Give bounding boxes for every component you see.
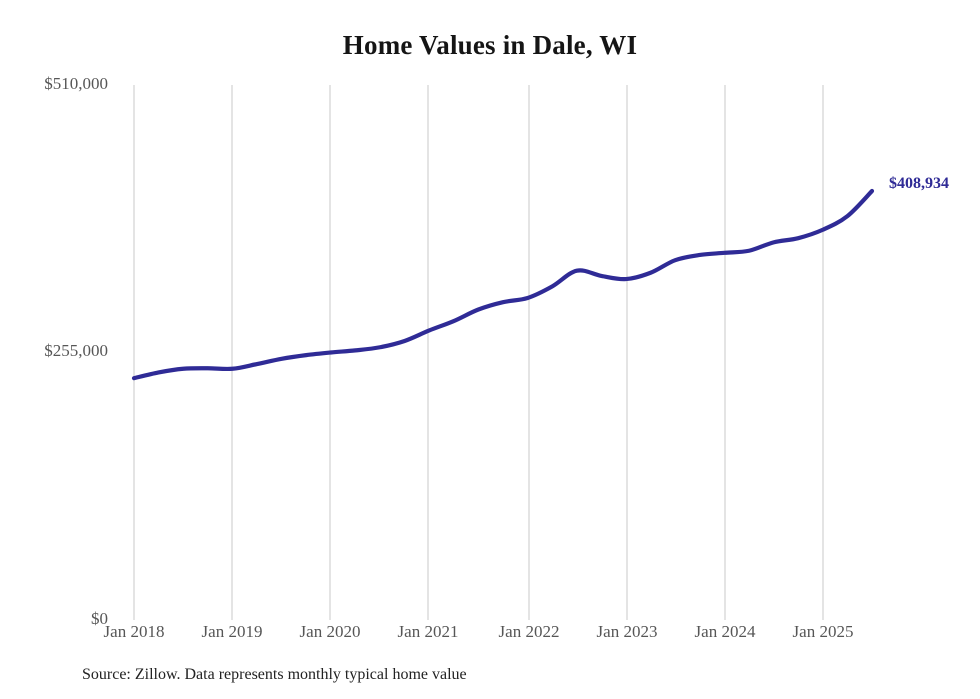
x-tick-label: Jan 2025 — [792, 622, 854, 641]
chart-title: Home Values in Dale, WI — [342, 30, 638, 60]
end-value-label: $408,934 — [889, 175, 949, 193]
y-tick-label: $255,000 — [44, 341, 108, 360]
gridlines — [133, 85, 824, 620]
x-tick-label: Jan 2023 — [596, 622, 658, 641]
x-tick-label: Jan 2020 — [299, 622, 361, 641]
value-line — [131, 188, 875, 381]
y-tick-label: $510,000 — [44, 74, 108, 93]
source-note: Source: Zillow. Data represents monthly … — [82, 666, 467, 683]
y-tick-label: $0 — [91, 609, 108, 628]
x-tick-label: Jan 2022 — [498, 622, 560, 641]
x-tick-label: Jan 2024 — [694, 622, 756, 641]
x-tick-label: Jan 2021 — [397, 622, 459, 641]
x-tick-label: Jan 2018 — [103, 622, 165, 641]
x-tick-label: Jan 2019 — [201, 622, 263, 641]
